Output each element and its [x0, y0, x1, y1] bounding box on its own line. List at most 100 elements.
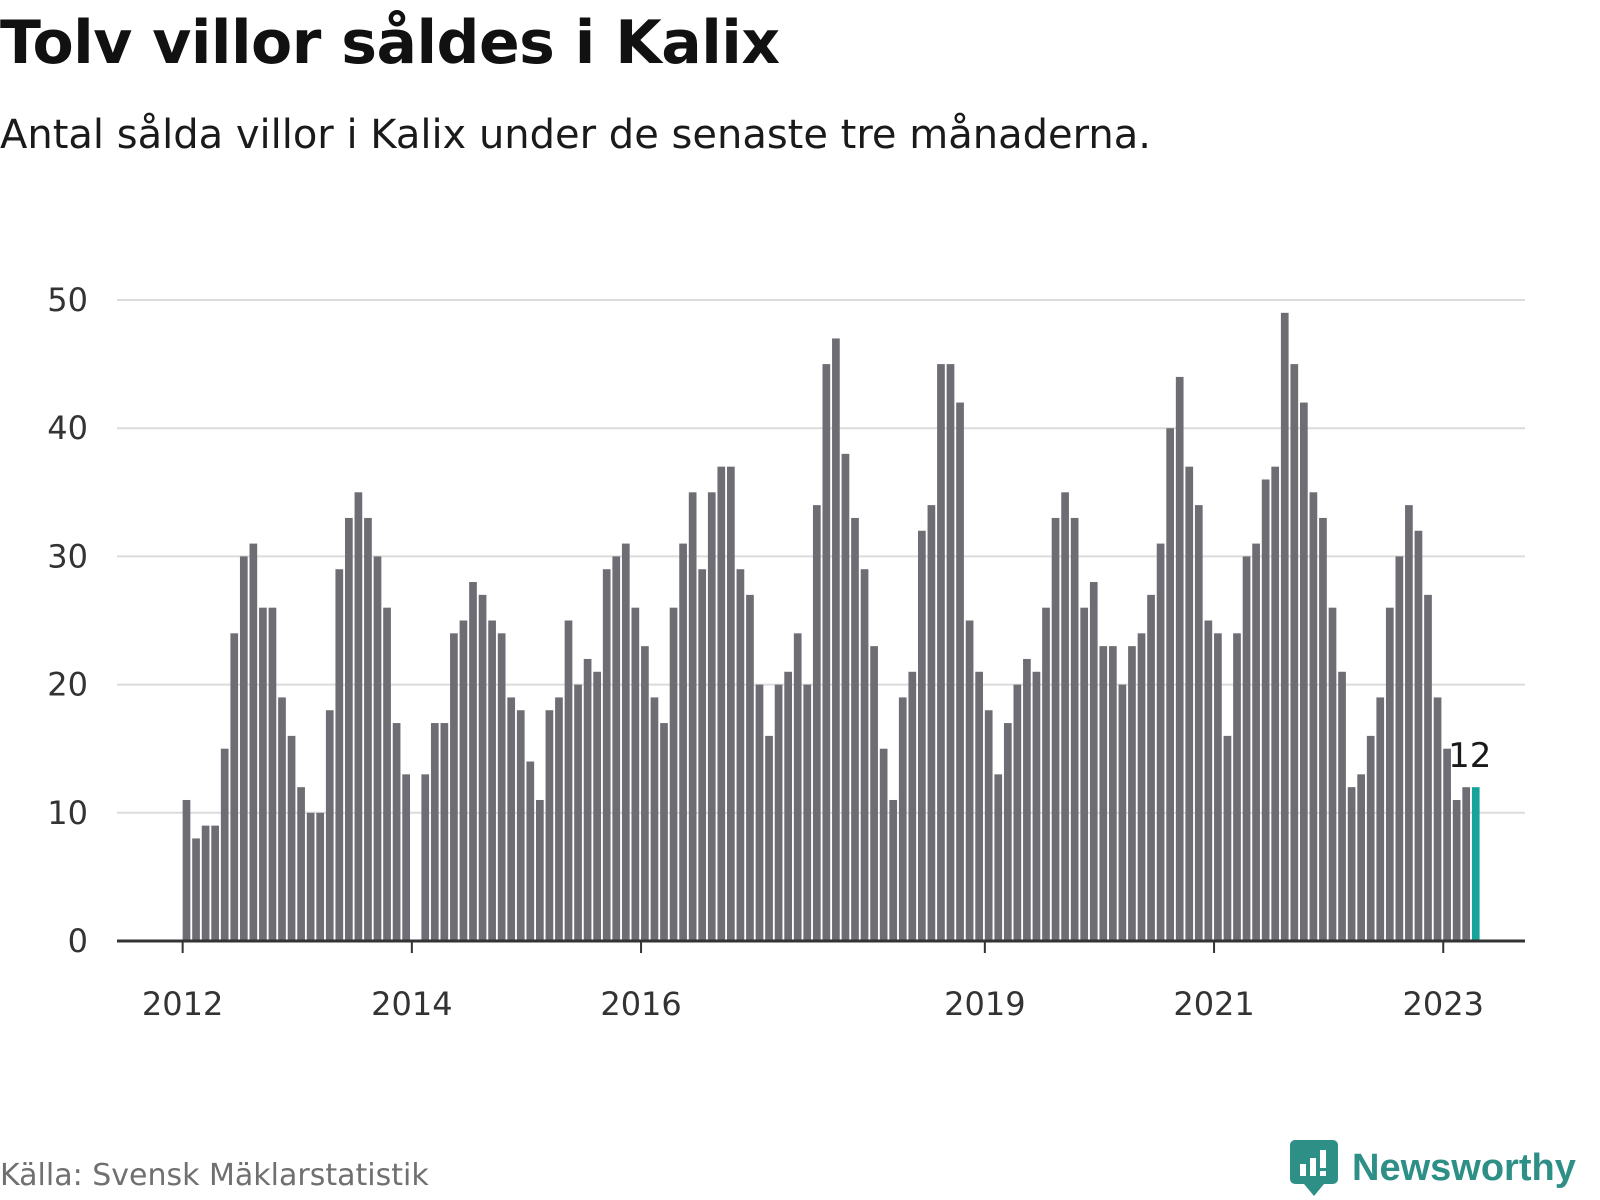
- bar: [1051, 517, 1060, 941]
- bar: [555, 697, 563, 941]
- bar: [1080, 607, 1089, 941]
- y-tick-label: 20: [47, 666, 88, 704]
- bar: [927, 505, 936, 941]
- bar: [1099, 646, 1108, 941]
- bar: [755, 684, 764, 941]
- bar: [430, 723, 439, 941]
- bar: [822, 364, 831, 942]
- bar: [345, 517, 353, 941]
- bar: [1214, 633, 1222, 941]
- bar: [1042, 607, 1050, 941]
- bar: [421, 774, 430, 941]
- bar: [392, 723, 401, 941]
- bar: [937, 364, 945, 942]
- bar: [698, 569, 707, 941]
- bar: [1424, 594, 1432, 941]
- annotations: 12: [1448, 736, 1491, 776]
- x-axis: [117, 939, 1525, 953]
- bars: [182, 312, 1480, 942]
- bar: [1357, 774, 1365, 941]
- bar: [211, 825, 219, 941]
- bar: [1118, 684, 1127, 941]
- bar: [1156, 543, 1165, 941]
- bar: [1347, 787, 1356, 941]
- bar: [851, 517, 859, 941]
- bar: [450, 633, 458, 941]
- bar: [1280, 312, 1289, 941]
- x-tick-label: 2016: [600, 985, 681, 1023]
- bar: [488, 620, 496, 941]
- bar: [354, 492, 363, 941]
- chart-subtitle: Antal sålda villor i Kalix under de sena…: [0, 112, 1151, 158]
- bar: [335, 569, 344, 941]
- bar: [717, 466, 726, 941]
- bar: [1252, 543, 1260, 941]
- bar: [898, 697, 907, 941]
- bar: [1261, 479, 1270, 941]
- bar: [1089, 582, 1098, 941]
- bar: [192, 838, 200, 941]
- newsworthy-logo: Newsworthy: [1290, 1140, 1576, 1196]
- bar: [1070, 517, 1079, 941]
- bar: [1061, 492, 1069, 941]
- bar: [1395, 556, 1404, 941]
- newsworthy-chart-icon: [1290, 1140, 1338, 1196]
- bar: [230, 633, 239, 941]
- x-tick-label: 2023: [1403, 985, 1484, 1023]
- bar: [1452, 799, 1461, 941]
- bar: [774, 684, 783, 941]
- bar: [278, 697, 286, 941]
- bar: [469, 582, 477, 941]
- bar: [1109, 646, 1117, 941]
- bar-chart: 0 10 20 30 40 50 2012 2014 2016 2019 2021 2023 12: [47, 281, 1525, 1023]
- bar: [1271, 466, 1280, 941]
- bar: [306, 812, 315, 941]
- latest-value-label: 12: [1448, 736, 1491, 776]
- bar: [497, 633, 506, 941]
- y-tick-label: 10: [47, 794, 88, 832]
- bar: [593, 671, 601, 941]
- y-tick-label: 30: [47, 537, 88, 575]
- bar: [660, 723, 668, 941]
- bar: [1366, 735, 1375, 941]
- y-tick-label: 50: [47, 281, 88, 319]
- bar: [1175, 376, 1184, 941]
- x-tick-label: 2014: [371, 985, 452, 1023]
- bar: [402, 774, 410, 941]
- bar: [1223, 735, 1232, 941]
- x-tick-label: 2021: [1173, 985, 1254, 1023]
- bar: [220, 748, 229, 941]
- bar: [516, 710, 525, 941]
- bar: [631, 607, 640, 941]
- bar: [784, 671, 792, 941]
- bar: [860, 569, 869, 941]
- bar: [727, 466, 735, 941]
- bar: [641, 646, 649, 941]
- bar: [879, 748, 888, 941]
- bar: [707, 492, 716, 941]
- brand-name: Newsworthy: [1352, 1146, 1576, 1189]
- bar: [478, 594, 487, 941]
- bar: [536, 799, 544, 941]
- bar: [832, 338, 840, 942]
- bar: [669, 607, 678, 941]
- y-tick-label: 40: [47, 409, 88, 447]
- bar: [1319, 517, 1327, 941]
- bar: [679, 543, 687, 941]
- bar: [268, 607, 277, 941]
- bar: [736, 569, 745, 941]
- bar: [440, 723, 449, 941]
- bar: [765, 735, 773, 941]
- bar: [507, 697, 516, 941]
- x-axis-labels: 2012 2014 2016 2019 2021 2023: [142, 985, 1484, 1023]
- bar: [1338, 671, 1346, 941]
- bar: [688, 492, 697, 941]
- bar: [946, 364, 955, 942]
- bar: [602, 569, 611, 941]
- bar: [1185, 466, 1194, 941]
- bar: [870, 646, 878, 941]
- bar: [182, 799, 191, 941]
- bar: [1433, 697, 1442, 941]
- bar: [1137, 633, 1146, 941]
- bar: [994, 774, 1003, 941]
